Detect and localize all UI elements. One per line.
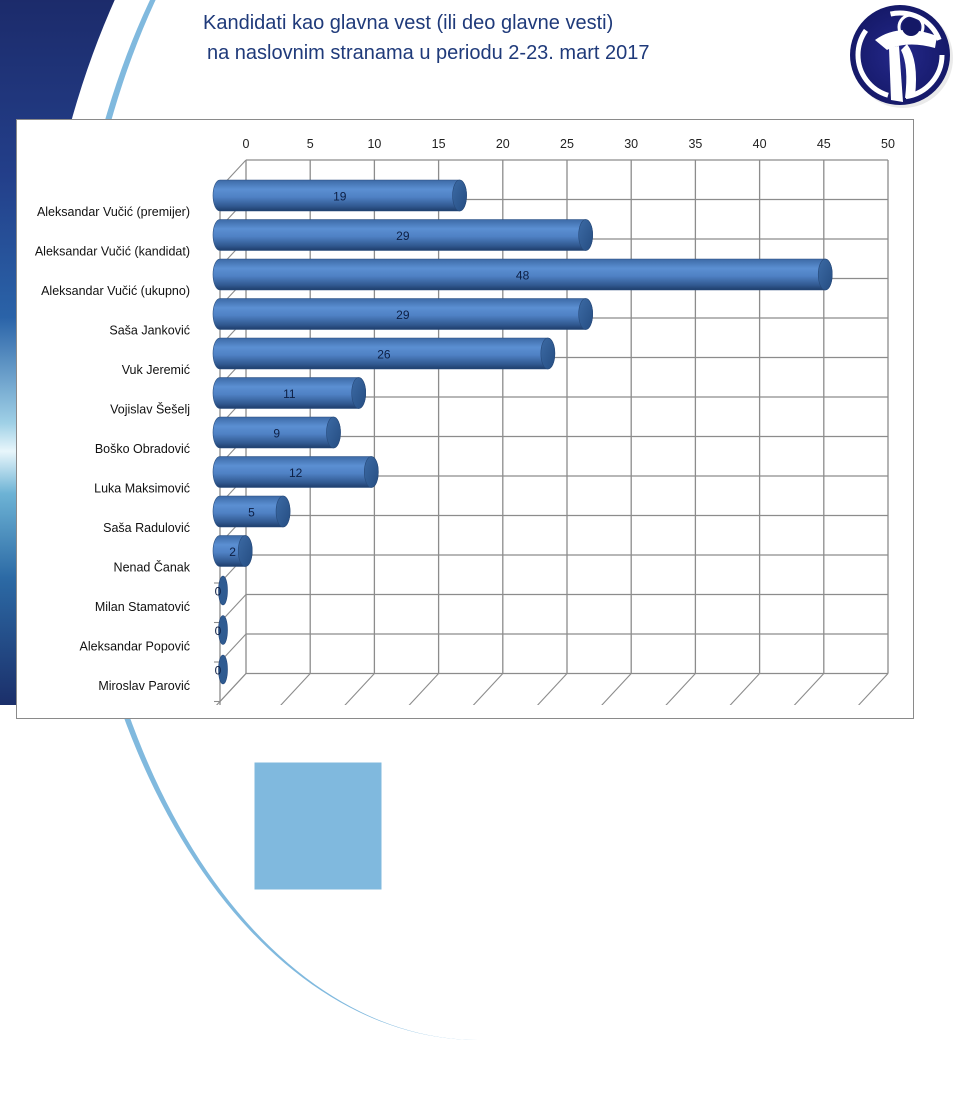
bar-value-label: 0 — [215, 624, 222, 638]
bar: 0 — [215, 575, 228, 606]
x-tick-label: 25 — [560, 137, 574, 151]
slide-title: Kandidati kao glavna vest (ili deo glavn… — [200, 8, 740, 68]
x-tick-label: 10 — [367, 137, 381, 151]
x-tick-label: 50 — [881, 137, 895, 151]
bar: 11 — [212, 377, 366, 409]
title-line-2: na naslovnim stranama u periodu 2-23. ma… — [207, 42, 650, 64]
bar: 2 — [212, 535, 253, 567]
category-label: Miroslav Parović — [98, 679, 190, 693]
bar: 29 — [212, 298, 593, 330]
x-tick-label: 5 — [307, 137, 314, 151]
bar-value-label: 26 — [377, 348, 391, 362]
bar-value-label: 19 — [333, 190, 347, 204]
bar-value-label: 9 — [273, 427, 280, 441]
bar-value-label: 29 — [396, 229, 410, 243]
x-tick-label: 15 — [432, 137, 446, 151]
category-labels: Aleksandar Vučić (premijer) Aleksandar Vu… — [35, 205, 191, 693]
x-tick-label: 35 — [688, 137, 702, 151]
category-label: Aleksandar Vučić (ukupno) — [41, 284, 190, 298]
bar-value-label: 0 — [215, 664, 222, 678]
bar-value-label: 11 — [283, 387, 296, 401]
bar-value-label: 2 — [229, 545, 236, 559]
bar-value-label: 12 — [289, 466, 303, 480]
category-label: Vuk Jeremić — [122, 363, 190, 377]
bar-value-label: 5 — [248, 506, 255, 520]
horizontal-bar-chart: 0 5 10 15 20 25 30 35 40 45 50 Aleksandar Vučić (p… — [35, 137, 895, 705]
transparency-logo-icon — [850, 5, 953, 108]
bar-value-label: 29 — [396, 308, 410, 322]
chart-frame — [16, 119, 914, 719]
bar: 12 — [212, 456, 379, 488]
category-label: Milan Stamatović — [95, 600, 190, 614]
x-tick-label: 0 — [243, 137, 250, 151]
bar: 48 — [212, 258, 833, 291]
bar: 9 — [212, 416, 341, 449]
bar: 29 — [212, 219, 593, 251]
category-label: Vojislav Šešelj — [110, 402, 190, 417]
category-label: Boško Obradović — [95, 442, 190, 456]
category-label: Saša Radulović — [103, 521, 190, 535]
category-label: Aleksandar Popović — [80, 640, 190, 654]
bar: 19 — [212, 179, 467, 212]
category-label: Saša Janković — [109, 324, 190, 338]
bar-value-label: 0 — [215, 585, 222, 599]
x-tick-label: 20 — [496, 137, 510, 151]
bars: 19 29 48 29 26 11 9 12 5 2 0 0 0 — [212, 179, 833, 685]
category-label: Aleksandar Vučić (premijer) — [37, 205, 190, 219]
category-label: Aleksandar Vučić (kandidat) — [35, 245, 190, 259]
x-tick-label: 30 — [624, 137, 638, 151]
x-axis-ticks: 0 5 10 15 20 25 30 35 40 45 50 — [243, 137, 895, 151]
bar: 26 — [212, 337, 556, 370]
bar-value-label: 48 — [516, 269, 530, 283]
x-tick-label: 40 — [753, 137, 767, 151]
category-label: Nenad Čanak — [114, 560, 191, 575]
x-tick-label: 45 — [817, 137, 831, 151]
title-line-1: Kandidati kao glavna vest (ili deo glavn… — [203, 12, 614, 34]
bar: 0 — [215, 615, 228, 645]
bar: 5 — [212, 495, 291, 528]
category-label: Luka Maksimović — [94, 482, 190, 496]
bar: 0 — [215, 654, 228, 685]
